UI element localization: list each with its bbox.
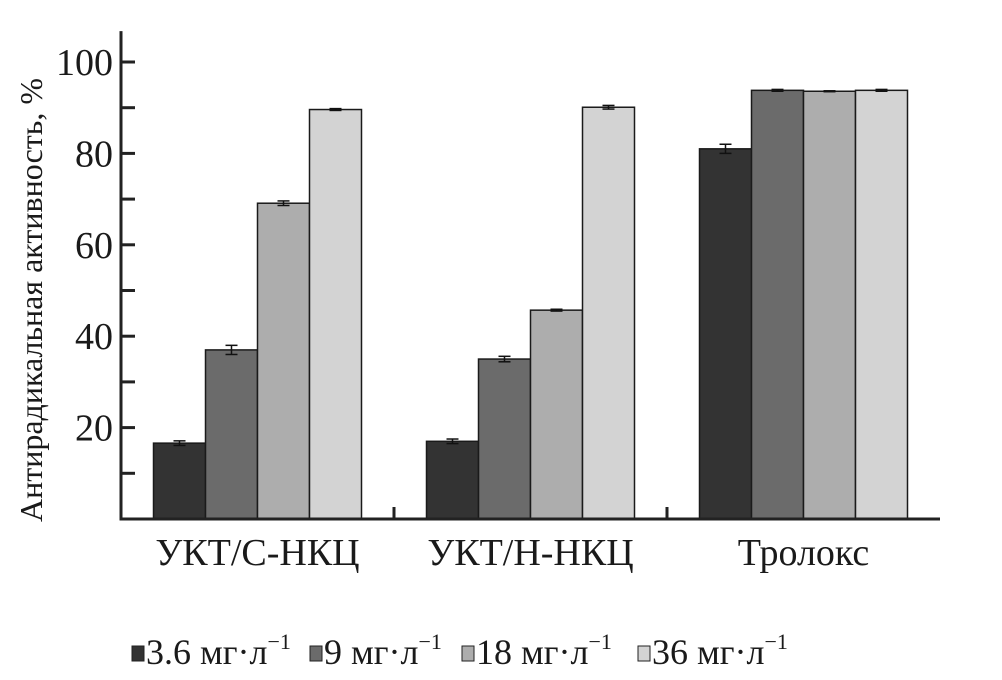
- bar: [256, 202, 311, 520]
- legend-swatch: [309, 645, 323, 662]
- error-bar: [602, 104, 615, 110]
- y-tick-label: 20: [75, 408, 113, 450]
- legend-label: 18 мг·л−1: [476, 629, 612, 672]
- error-bar: [329, 107, 342, 112]
- legend-label: 3.6 мг·л−1: [146, 629, 291, 672]
- bar: [750, 89, 805, 520]
- error-bar: [875, 88, 888, 92]
- bar: [698, 148, 753, 520]
- error-bar: [823, 90, 836, 93]
- error-bar: [277, 200, 290, 207]
- error-bar: [719, 143, 732, 155]
- legend-swatch: [637, 645, 651, 662]
- bar: [477, 358, 532, 520]
- x-tick-label: УКТ/С-НКЦ: [155, 532, 359, 574]
- bar: [425, 440, 480, 520]
- error-bar: [225, 344, 238, 356]
- error-bar: [446, 438, 459, 445]
- legend: 3.6 мг·л−1 9 мг·л−1 18 мг·л−1 36 мг·л−1: [131, 629, 788, 672]
- error-bar: [771, 88, 784, 92]
- y-tick-label: 60: [75, 225, 113, 267]
- bar: [854, 89, 909, 520]
- y-tick-label: 100: [56, 42, 113, 84]
- legend-swatch: [461, 645, 475, 662]
- y-axis-label: Антирадикальная активность, %: [13, 78, 49, 522]
- bar: [152, 442, 207, 520]
- error-bar: [173, 440, 186, 447]
- y-tick-label: 80: [75, 133, 113, 175]
- legend-label: 36 мг·л−1: [652, 629, 788, 672]
- error-bar: [550, 308, 563, 312]
- legend-swatch: [131, 645, 145, 662]
- error-bar: [498, 355, 511, 363]
- legend-label: 9 мг·л−1: [324, 629, 442, 672]
- bar: [529, 309, 584, 520]
- bar: [204, 349, 259, 520]
- bar: [308, 108, 363, 520]
- x-tick-label: Тролокс: [738, 532, 870, 574]
- bar: [802, 90, 857, 520]
- y-tick-label: 40: [75, 316, 113, 358]
- bar: [581, 106, 636, 520]
- x-tick-label: УКТ/Н-НКЦ: [427, 532, 633, 574]
